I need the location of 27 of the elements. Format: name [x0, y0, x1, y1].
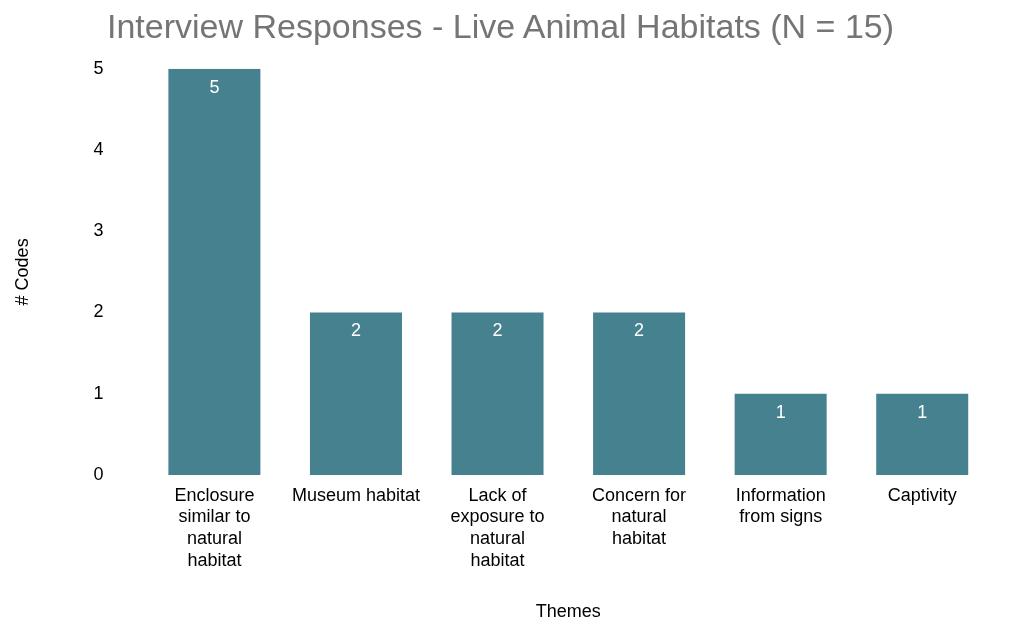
bar [593, 312, 686, 475]
x-tick-label: Museum habitat [291, 484, 420, 505]
bar [309, 312, 402, 475]
y-tick-label: 4 [93, 139, 104, 160]
y-axis-title: # Codes [11, 238, 32, 306]
data-label: 2 [634, 320, 645, 341]
x-tick-label: Information from signs [735, 484, 826, 527]
data-label: 2 [350, 320, 361, 341]
x-tick-label: Lack of exposure to natural habitat [450, 484, 545, 570]
bar [451, 312, 544, 475]
data-label: 5 [209, 76, 220, 97]
data-label: 2 [492, 320, 503, 341]
data-label: 1 [917, 401, 928, 422]
y-tick-label: 0 [93, 463, 104, 484]
bar [168, 68, 261, 475]
bar [876, 393, 969, 475]
x-tick-label: Captivity [887, 484, 957, 505]
y-tick-label: 1 [93, 382, 104, 403]
data-label: 1 [775, 401, 786, 422]
x-axis-title: Themes [535, 601, 601, 622]
y-tick-label: 5 [93, 57, 104, 78]
y-tick-label: 2 [93, 301, 104, 322]
chart-title: Interview Responses - Live Animal Habitats (N = 15) [106, 6, 895, 45]
x-tick-label: Enclosure similar to natural habitat [174, 484, 255, 570]
bar [734, 393, 827, 475]
y-tick-label: 3 [93, 220, 104, 241]
x-tick-label: Concern for natural habitat [592, 484, 687, 548]
